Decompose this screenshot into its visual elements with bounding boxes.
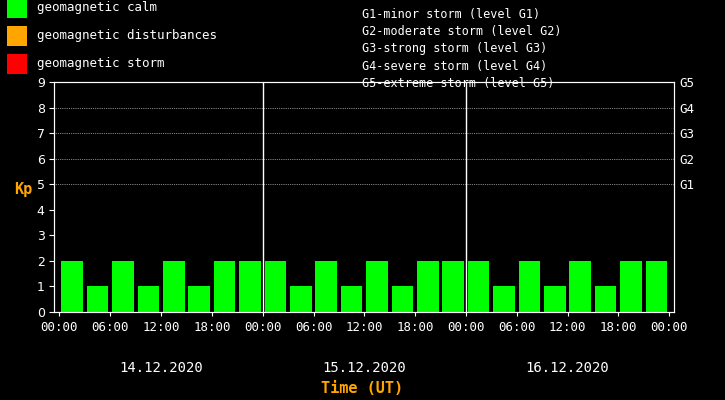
Bar [366,261,388,312]
Bar [569,261,591,312]
Text: geomagnetic disturbances: geomagnetic disturbances [36,30,217,42]
Bar [7,0,27,18]
Text: 14.12.2020: 14.12.2020 [119,360,203,374]
Bar [646,261,667,312]
Bar [341,286,362,312]
Text: G2-moderate storm (level G2): G2-moderate storm (level G2) [362,25,562,38]
Bar [7,26,27,46]
Text: 16.12.2020: 16.12.2020 [526,360,610,374]
Bar [7,54,27,74]
Bar [290,286,312,312]
Bar [544,286,566,312]
Text: G4-severe storm (level G4): G4-severe storm (level G4) [362,60,548,73]
Bar [493,286,515,312]
Bar [392,286,413,312]
Bar [87,286,108,312]
Y-axis label: Kp: Kp [14,182,32,197]
Text: Time (UT): Time (UT) [321,381,404,396]
Bar [518,261,540,312]
Bar [315,261,337,312]
Bar [594,286,616,312]
Text: 15.12.2020: 15.12.2020 [323,360,406,374]
Bar [112,261,134,312]
Bar [621,261,642,312]
Bar [442,261,464,312]
Bar [417,261,439,312]
Bar [239,261,261,312]
Bar [62,261,83,312]
Text: geomagnetic calm: geomagnetic calm [36,2,157,14]
Bar [188,286,210,312]
Text: G1-minor storm (level G1): G1-minor storm (level G1) [362,8,541,21]
Text: geomagnetic storm: geomagnetic storm [36,58,164,70]
Bar [265,261,286,312]
Text: G3-strong storm (level G3): G3-strong storm (level G3) [362,42,548,55]
Bar [163,261,185,312]
Bar [468,261,489,312]
Text: G5-extreme storm (level G5): G5-extreme storm (level G5) [362,77,555,90]
Bar [138,286,160,312]
Bar [214,261,236,312]
